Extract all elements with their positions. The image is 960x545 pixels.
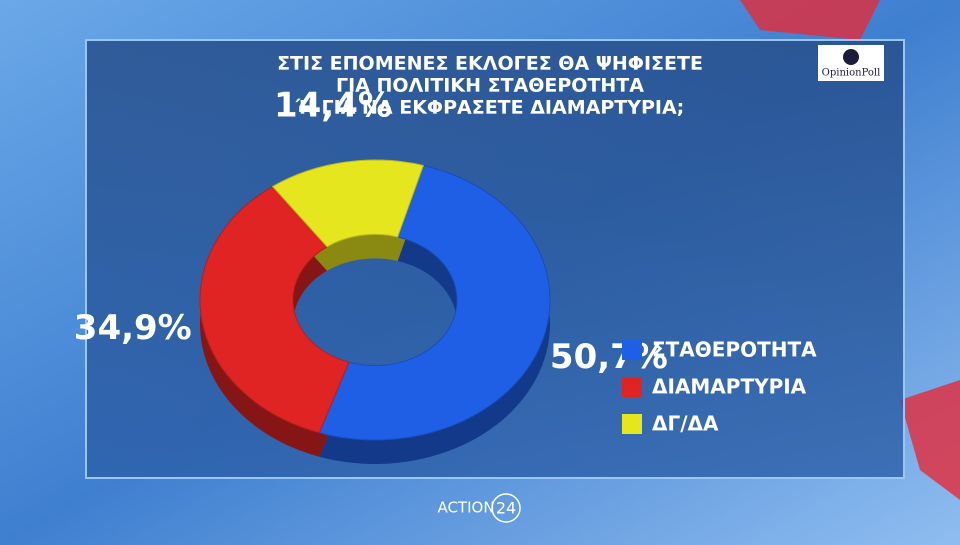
pollster-logo-text: OpinionPoll: [822, 68, 881, 79]
title-line: Ή ΓΙΑ ΝΑ ΕΚΦΡΑΣΕΤΕ ΔΙΑΜΑΡΤΥΡΙΑ;: [295, 97, 685, 119]
legend-swatch: [622, 340, 642, 360]
slice: [271, 159, 425, 248]
value-label: 14,4%: [274, 85, 392, 125]
pollster-logo-mark: [843, 49, 859, 65]
channel-logo-ring: [491, 493, 521, 523]
decor: [740, 0, 880, 40]
title-line: ΣΤΙΣ ΕΠΟΜΕΝΕΣ ΕΚΛΟΓΕΣ ΘΑ ΨΗΦΙΣΕΤΕ: [277, 53, 703, 75]
legend-label: ΔΓ/ΔΑ: [652, 412, 719, 436]
decor: [900, 380, 960, 500]
slice: [318, 164, 551, 441]
value-label: 34,9%: [74, 308, 192, 348]
legend-swatch: [622, 414, 642, 434]
legend-label: ΣΤΑΘΕΡΟΤΗΤΑ: [652, 338, 817, 362]
legend-swatch: [622, 377, 642, 397]
channel-logo-number: 24: [496, 499, 516, 518]
pie: 50,7% 34,9% 14,4%: [74, 85, 668, 464]
slice: [199, 185, 350, 434]
channel-logo: ACTION: [437, 499, 494, 517]
legend-label: ΔΙΑΜΑΡΤΥΡΙΑ: [652, 375, 807, 399]
value-label: 50,7%: [550, 337, 668, 377]
title-line: ΓΙΑ ΠΟΛΙΤΙΚΗ ΣΤΑΘΕΡΟΤΗΤΑ: [336, 75, 644, 97]
